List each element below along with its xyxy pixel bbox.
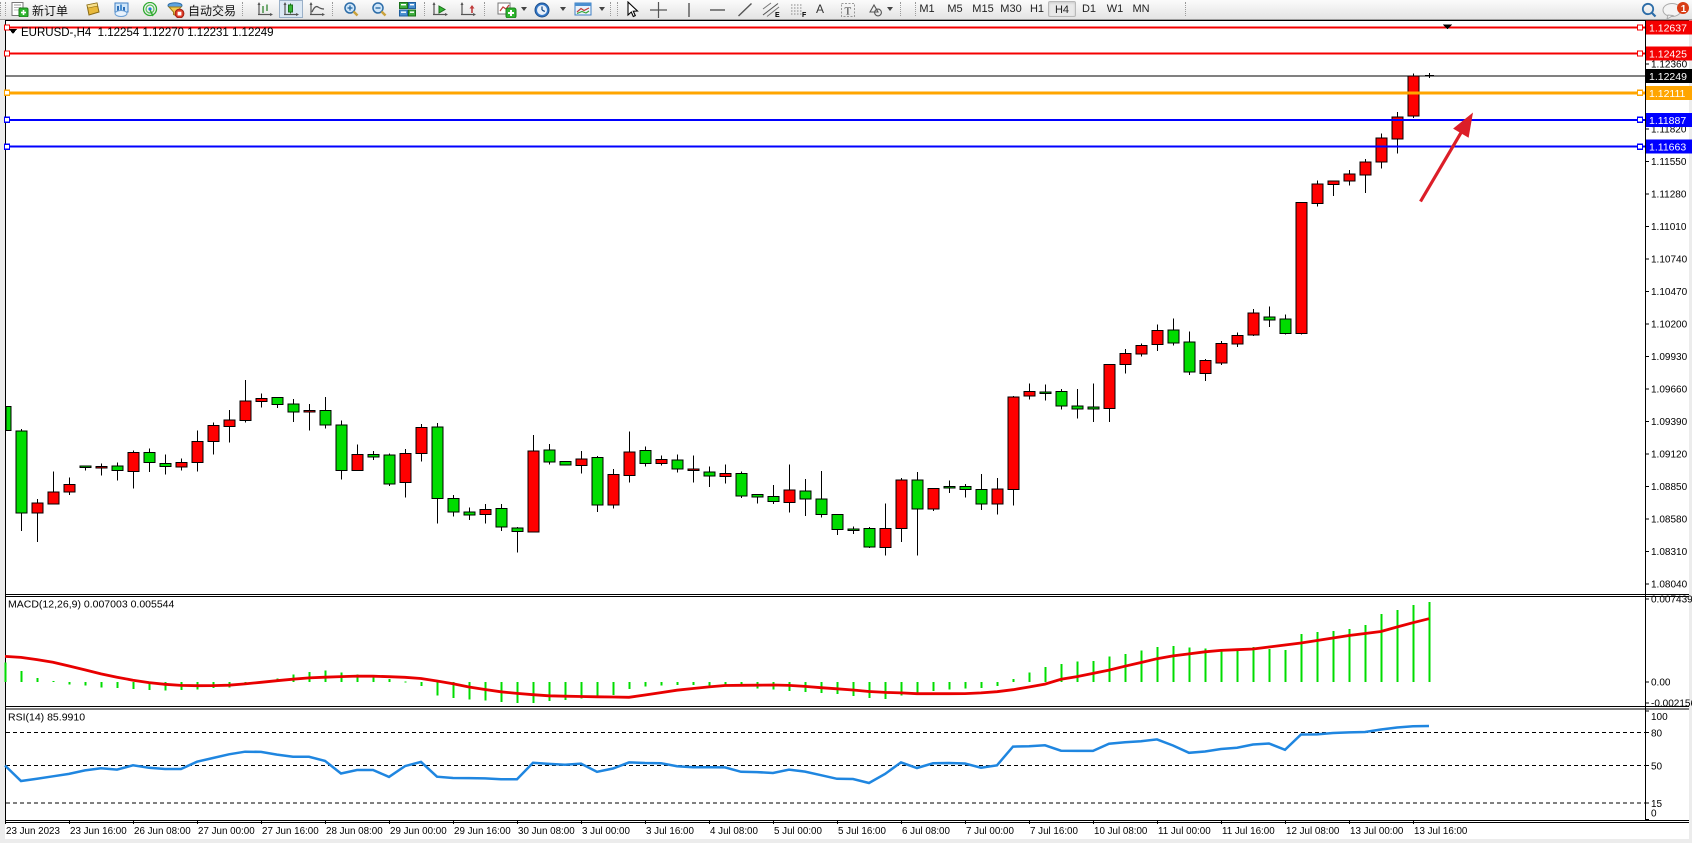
svg-text:1.10200: 1.10200 bbox=[1651, 320, 1688, 331]
svg-text:MACD(12,26,9) 0.007003 0.00554: MACD(12,26,9) 0.007003 0.005544 bbox=[8, 599, 175, 611]
svg-text:6 Jul 08:00: 6 Jul 08:00 bbox=[902, 826, 950, 837]
svg-text:27 Jun 16:00: 27 Jun 16:00 bbox=[262, 826, 319, 837]
svg-text:T: T bbox=[845, 6, 852, 18]
svg-text:5 Jul 16:00: 5 Jul 16:00 bbox=[838, 826, 886, 837]
svg-text:12 Jul 08:00: 12 Jul 08:00 bbox=[1286, 826, 1340, 837]
svg-text:28 Jun 08:00: 28 Jun 08:00 bbox=[326, 826, 383, 837]
svg-text:1.08580: 1.08580 bbox=[1651, 515, 1688, 526]
svg-text:3 Jul 00:00: 3 Jul 00:00 bbox=[582, 826, 630, 837]
svg-text:5 Jul 00:00: 5 Jul 00:00 bbox=[774, 826, 822, 837]
svg-text:13 Jul 16:00: 13 Jul 16:00 bbox=[1414, 826, 1468, 837]
svg-text:1.11010: 1.11010 bbox=[1651, 222, 1687, 233]
svg-text:11 Jul 16:00: 11 Jul 16:00 bbox=[1222, 826, 1275, 837]
svg-text:11 Jul 00:00: 11 Jul 00:00 bbox=[1158, 826, 1211, 837]
svg-text:1.08310: 1.08310 bbox=[1651, 547, 1688, 558]
svg-text:23 Jun 16:00: 23 Jun 16:00 bbox=[70, 826, 127, 837]
svg-text:30 Jun 08:00: 30 Jun 08:00 bbox=[518, 826, 575, 837]
svg-text:1.10740: 1.10740 bbox=[1651, 255, 1688, 266]
svg-text:23 Jun 2023: 23 Jun 2023 bbox=[6, 826, 60, 837]
svg-text:100: 100 bbox=[1651, 712, 1668, 723]
svg-text:EURUSD-,H4 1.12254 1.12270 1.: EURUSD-,H4 1.12254 1.12270 1.12231 1.122… bbox=[21, 27, 274, 39]
svg-text:1: 1 bbox=[1681, 4, 1687, 15]
svg-text:50: 50 bbox=[1651, 761, 1663, 772]
svg-text:1.08040: 1.08040 bbox=[1651, 580, 1688, 591]
svg-text:4 Jul 08:00: 4 Jul 08:00 bbox=[710, 826, 758, 837]
svg-text:1.12425: 1.12425 bbox=[1649, 49, 1687, 61]
svg-text:10 Jul 08:00: 10 Jul 08:00 bbox=[1094, 826, 1148, 837]
svg-text:1.12111: 1.12111 bbox=[1649, 88, 1686, 100]
svg-text:1.11663: 1.11663 bbox=[1649, 142, 1686, 154]
svg-text:F: F bbox=[802, 12, 807, 18]
svg-text:1.10470: 1.10470 bbox=[1651, 287, 1688, 298]
svg-text:1.09390: 1.09390 bbox=[1651, 417, 1688, 428]
svg-text:1.12360: 1.12360 bbox=[1651, 60, 1688, 71]
svg-text:E: E bbox=[775, 12, 780, 18]
svg-text:1.09660: 1.09660 bbox=[1651, 385, 1688, 396]
svg-text:0.00: 0.00 bbox=[1651, 678, 1671, 689]
svg-text:1.11887: 1.11887 bbox=[1649, 115, 1686, 127]
svg-text:1.09120: 1.09120 bbox=[1651, 450, 1688, 461]
svg-text:0.007439: 0.007439 bbox=[1651, 595, 1692, 606]
svg-text:29 Jun 00:00: 29 Jun 00:00 bbox=[390, 826, 447, 837]
svg-text:7 Jul 00:00: 7 Jul 00:00 bbox=[966, 826, 1014, 837]
svg-text:1.12637: 1.12637 bbox=[1649, 23, 1687, 35]
svg-text:80: 80 bbox=[1651, 729, 1663, 740]
svg-text:13 Jul 00:00: 13 Jul 00:00 bbox=[1350, 826, 1404, 837]
svg-text:3 Jul 16:00: 3 Jul 16:00 bbox=[646, 826, 694, 837]
svg-text:29 Jun 16:00: 29 Jun 16:00 bbox=[454, 826, 511, 837]
svg-text:27 Jun 00:00: 27 Jun 00:00 bbox=[198, 826, 255, 837]
svg-text:1.09930: 1.09930 bbox=[1651, 352, 1688, 363]
svg-text:1.11550: 1.11550 bbox=[1651, 157, 1687, 168]
svg-text:26 Jun 08:00: 26 Jun 08:00 bbox=[134, 826, 191, 837]
svg-text:0: 0 bbox=[1651, 809, 1657, 820]
svg-text:RSI(14) 85.9910: RSI(14) 85.9910 bbox=[8, 712, 85, 724]
svg-text:1.11280: 1.11280 bbox=[1651, 190, 1687, 201]
svg-text:1.11820: 1.11820 bbox=[1651, 125, 1687, 136]
svg-text:15: 15 bbox=[1651, 799, 1663, 810]
svg-text:7 Jul 16:00: 7 Jul 16:00 bbox=[1030, 826, 1078, 837]
svg-text:-0.002156: -0.002156 bbox=[1651, 699, 1692, 710]
svg-text:1.12249: 1.12249 bbox=[1649, 71, 1687, 83]
svg-text:1.08850: 1.08850 bbox=[1651, 482, 1688, 493]
